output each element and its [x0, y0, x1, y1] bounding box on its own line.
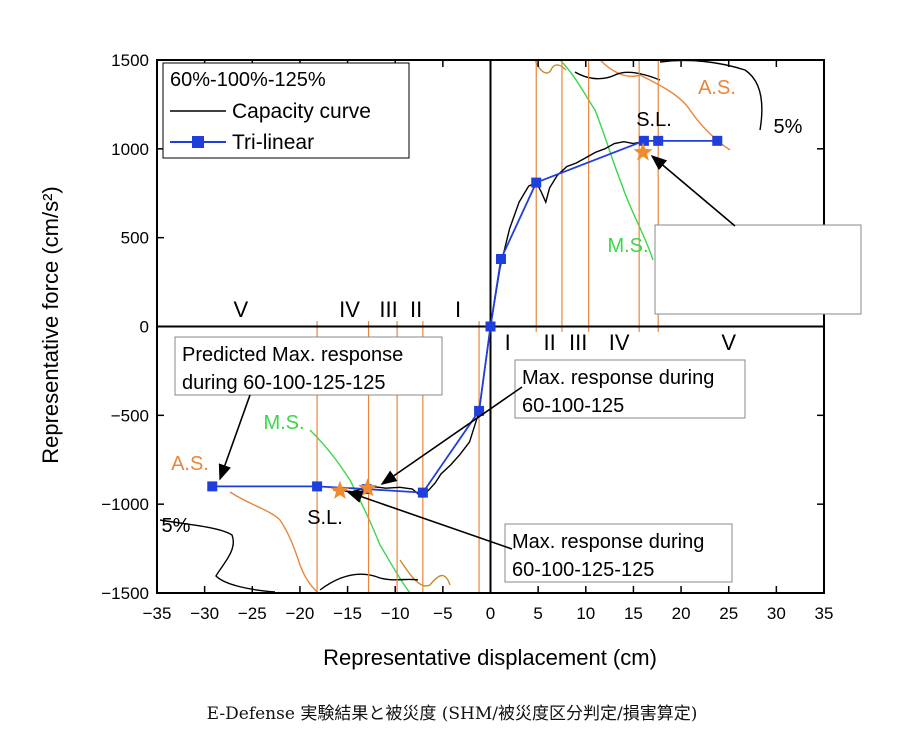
- capacity-trace-positive: [574, 71, 661, 81]
- tri-linear-line: [212, 139, 718, 494]
- max-response-star: [358, 478, 378, 497]
- damage-rank-label-positive: I: [505, 330, 511, 355]
- x-tick-label: −10: [381, 604, 410, 623]
- x-tick-label: −5: [433, 604, 452, 623]
- y-tick-label: −1500: [101, 584, 149, 603]
- damage-rank-label-negative: IV: [339, 297, 360, 322]
- damage-rank-label-negative: V: [234, 297, 249, 322]
- tri-linear-marker: [485, 321, 496, 332]
- x-tick-label: 10: [576, 604, 595, 623]
- x-tick-label: 15: [624, 604, 643, 623]
- tri-linear-marker: [312, 481, 323, 492]
- max-response-star: [330, 480, 350, 499]
- sl-label-positive: S.L.: [636, 109, 672, 131]
- tri-linear-marker: [474, 405, 485, 416]
- y-tick-label: −1000: [101, 495, 149, 514]
- max-response-stars: [330, 142, 653, 499]
- ms-label-negative: M.S.: [263, 412, 304, 434]
- x-tick-label: −20: [286, 604, 315, 623]
- as-curve-negative: [229, 491, 319, 593]
- tri-linear-marker: [417, 487, 428, 498]
- x-tick-label: 25: [719, 604, 738, 623]
- legend-label-capacity: Capacity curve: [232, 100, 371, 123]
- annotation-box: [654, 224, 862, 315]
- region-labels: I II III IV VV IV III II IA.S.M.S.S.L. 5%A.S.M.S.…: [162, 77, 803, 537]
- y-tick-label: 500: [121, 229, 149, 248]
- tri-linear-marker: [207, 481, 218, 492]
- annotation-box: [514, 359, 746, 419]
- x-tick-label: 0: [486, 604, 495, 623]
- legend: 60%-100%-125% Capacity curve Tri-linear: [162, 62, 410, 159]
- x-tick-label: 35: [815, 604, 834, 623]
- legend-label-trilinear: Tri-linear: [232, 131, 314, 154]
- annotation-box: [504, 523, 733, 583]
- x-tick-label: −15: [333, 604, 362, 623]
- sl-label-negative: S.L.: [307, 507, 343, 529]
- axis-ticks: −35 −30 −25 −20 −15 −10 −5 0 5 10 15 20 25 30 35 −1500 −…: [101, 51, 833, 623]
- tri-linear-marker: [712, 135, 723, 146]
- damage-rank-label-negative: II: [410, 297, 422, 322]
- y-tick-label: 1500: [111, 51, 149, 70]
- x-tick-label: 30: [767, 604, 786, 623]
- ms-label-positive: M.S.: [607, 235, 648, 257]
- damage-rank-label-positive: II: [543, 330, 555, 355]
- demand-curve-negative: [399, 559, 451, 587]
- x-tick-label: 20: [672, 604, 691, 623]
- x-tick-label: 5: [533, 604, 542, 623]
- legend-marker-trilinear: [192, 136, 204, 148]
- annotation-text: during 60-100-125-125: [182, 372, 386, 394]
- as-label-negative: A.S.: [171, 453, 209, 475]
- annotation-arrow: [346, 490, 513, 550]
- annotation-text: 60-100-125-125: [512, 559, 654, 581]
- damage-rank-label-negative: III: [379, 297, 397, 322]
- x-tick-label: −30: [190, 604, 219, 623]
- annotation-arrow: [380, 386, 523, 485]
- annotation-text: Max. response during: [522, 367, 714, 389]
- tri-linear-marker: [638, 135, 649, 146]
- x-tick-label: −25: [238, 604, 267, 623]
- annotation-text: 60-100-125: [522, 395, 624, 417]
- annotation-text: Max. response during: [512, 531, 704, 553]
- five-percent-curve-negative: [159, 519, 276, 593]
- x-tick-label: −35: [143, 604, 172, 623]
- tri-linear-marker: [653, 135, 664, 146]
- tri-linear-marker: [531, 177, 542, 188]
- damage-rank-label-positive: IV: [609, 330, 630, 355]
- y-tick-label: 0: [140, 318, 149, 337]
- x-axis-label: Representative displacement (cm): [323, 645, 657, 670]
- figure-caption: E-Defense 実験結果と被災度 (SHM/被災度区分判定/損害算定): [206, 704, 698, 724]
- damage-rank-label-positive: V: [721, 330, 736, 355]
- y-tick-label: 1000: [111, 140, 149, 159]
- legend-title: 60%-100%-125%: [170, 69, 326, 91]
- five-percent-label-positive: 5%: [774, 116, 803, 138]
- annotation-text: Predicted Max. response: [182, 344, 403, 366]
- tri-linear-marker: [495, 253, 506, 264]
- annotation-box: [174, 336, 443, 396]
- ms-curve-negative: [309, 429, 411, 593]
- annotation-arrow: [650, 154, 736, 227]
- annotation-arrow: [218, 394, 251, 481]
- damage-rank-label-positive: III: [569, 330, 587, 355]
- capacity-trace-negative: [319, 573, 419, 591]
- capacity-chart: −35 −30 −25 −20 −15 −10 −5 0 5 10 15 20 25 30 35 −1500 −…: [38, 51, 862, 670]
- as-label-positive: A.S.: [698, 77, 736, 99]
- damage-rank-label-negative: I: [455, 297, 461, 322]
- five-percent-label-negative: 5%: [162, 515, 191, 537]
- y-tick-label: −500: [111, 406, 149, 425]
- y-axis-label: Representative force (cm/s²): [38, 186, 63, 464]
- max-response-star: [633, 142, 653, 161]
- series-layer: [207, 135, 723, 499]
